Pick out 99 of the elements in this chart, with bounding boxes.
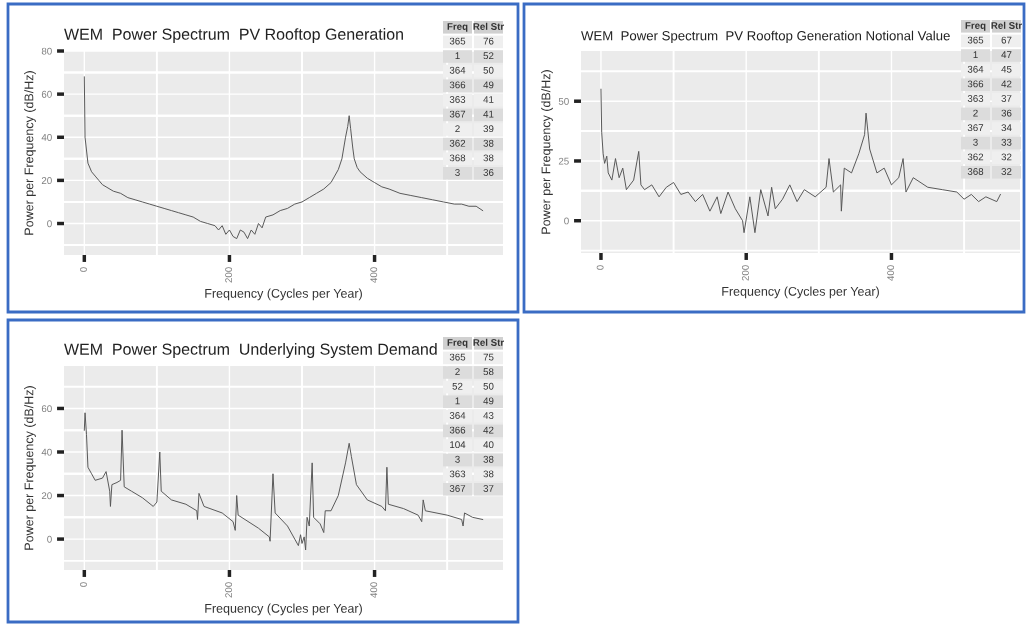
x-tick-label: 200 <box>741 265 749 281</box>
chart-title: WEM Power Spectrum Underlying System Demand <box>64 343 437 358</box>
annotation: 38 <box>483 154 494 162</box>
annotation: 362 <box>449 139 466 147</box>
annotation: 52 <box>452 382 463 390</box>
annotation: 3 <box>973 138 978 146</box>
annotation: 366 <box>449 81 466 89</box>
annotation: 39 <box>483 125 494 133</box>
annotation: 104 <box>450 441 466 449</box>
annotation: 366 <box>967 80 984 88</box>
text: Rel Str <box>991 21 1023 29</box>
annotation: 364 <box>967 65 984 73</box>
annotation: 367 <box>967 124 984 132</box>
annotation: 1 <box>455 52 460 60</box>
text: Freq <box>447 23 468 32</box>
annotation: 49 <box>483 81 494 89</box>
annotation: 364 <box>449 412 466 419</box>
annotation: 50 <box>483 382 494 390</box>
text: 67 <box>1001 36 1012 44</box>
annotation: 38 <box>483 455 494 463</box>
line-series <box>83 412 484 551</box>
annotation: 367 <box>449 110 466 118</box>
y-tick-label: 25 <box>558 157 569 165</box>
annotation: 363 <box>967 95 984 102</box>
y-tick-label: 80 <box>41 47 52 55</box>
annotation: 49 <box>483 397 494 405</box>
text: Rel Str <box>473 22 505 30</box>
y-axis-title: Power per Frequency (dB/Hz) <box>24 71 36 235</box>
annotation: 368 <box>449 154 466 162</box>
annotation: 3 <box>455 455 460 463</box>
text: 76 <box>483 37 494 45</box>
annotation: 58 <box>483 368 494 376</box>
annotation: 3 <box>455 169 460 176</box>
annotation: 1 <box>455 397 460 405</box>
y-tick-label: 50 <box>558 97 569 105</box>
y-tick-label: 20 <box>41 492 52 500</box>
text: 365 <box>967 36 984 44</box>
x-tick-label: 200 <box>225 267 233 283</box>
annotation: 32 <box>1001 153 1012 161</box>
y-tick-label: 0 <box>564 217 569 225</box>
annotation: 368 <box>967 168 984 175</box>
annotation: 363 <box>449 96 466 103</box>
x-tick-label: 0 <box>596 265 604 270</box>
annotation: 1 <box>973 51 978 59</box>
y-tick-label: 0 <box>47 535 52 543</box>
annotation: 37 <box>483 485 494 492</box>
annotation: 363 <box>449 470 466 478</box>
x-axis-title: Frequency (Cycles per Year) <box>722 286 879 299</box>
y-tick-label: 40 <box>41 133 52 141</box>
annotation: 36 <box>483 169 494 176</box>
x-axis-title: Frequency (Cycles per Year) <box>205 603 362 616</box>
annotation: 40 <box>483 441 494 449</box>
text: 365 <box>449 37 466 45</box>
annotation: 34 <box>1001 124 1012 132</box>
chart-title: WEM Power Spectrum PV Rooftop Generation <box>64 28 403 43</box>
annotation: 37 <box>1001 95 1012 102</box>
x-tick-label: 200 <box>225 582 233 598</box>
annotation: 47 <box>1001 51 1012 59</box>
y-axis-title: Power per Frequency (dB/Hz) <box>541 70 553 234</box>
y-axis-title: Power per Frequency (dB/Hz) <box>24 386 36 550</box>
annotation: 364 <box>449 66 466 74</box>
y-tick-label: 20 <box>41 177 52 185</box>
x-tick-label: 400 <box>370 267 378 283</box>
text: 365 <box>449 353 466 361</box>
annotation: 362 <box>967 153 984 161</box>
annotation: 2 <box>455 125 460 133</box>
x-tick-label: 0 <box>80 582 87 587</box>
annotation: 2 <box>455 368 460 376</box>
line-series <box>83 76 484 240</box>
text: Freq <box>965 22 986 31</box>
annotation: 41 <box>483 110 494 118</box>
line-series <box>600 88 1001 234</box>
annotation: 367 <box>449 485 466 492</box>
annotation: 36 <box>1001 109 1012 117</box>
annotation: 42 <box>483 426 494 434</box>
x-axis-title: Frequency (Cycles per Year) <box>205 288 362 301</box>
annotation: 38 <box>483 470 494 478</box>
text: Freq <box>447 339 468 348</box>
chart-title: WEM Power Spectrum PV Rooftop Generation Notional Value <box>581 30 950 43</box>
annotation: 52 <box>483 52 494 60</box>
x-tick-label: 0 <box>80 267 87 272</box>
annotation: 43 <box>483 412 494 419</box>
y-tick-label: 60 <box>41 90 52 98</box>
x-tick-label: 400 <box>370 582 378 598</box>
annotation: 33 <box>1001 138 1012 146</box>
y-tick-label: 60 <box>41 405 52 413</box>
annotation: 2 <box>973 109 978 117</box>
x-tick-label: 400 <box>887 265 895 281</box>
annotation: 366 <box>449 426 466 434</box>
annotation: 41 <box>483 96 494 103</box>
text: Rel Str <box>473 338 505 346</box>
annotation: 45 <box>1001 65 1012 73</box>
annotation: 32 <box>1001 168 1012 175</box>
annotation: 42 <box>1001 80 1012 88</box>
y-tick-label: 40 <box>41 448 52 456</box>
annotation: 38 <box>483 139 494 147</box>
annotation: 50 <box>483 66 494 74</box>
y-tick-label: 0 <box>47 220 52 228</box>
text: 75 <box>483 353 494 361</box>
